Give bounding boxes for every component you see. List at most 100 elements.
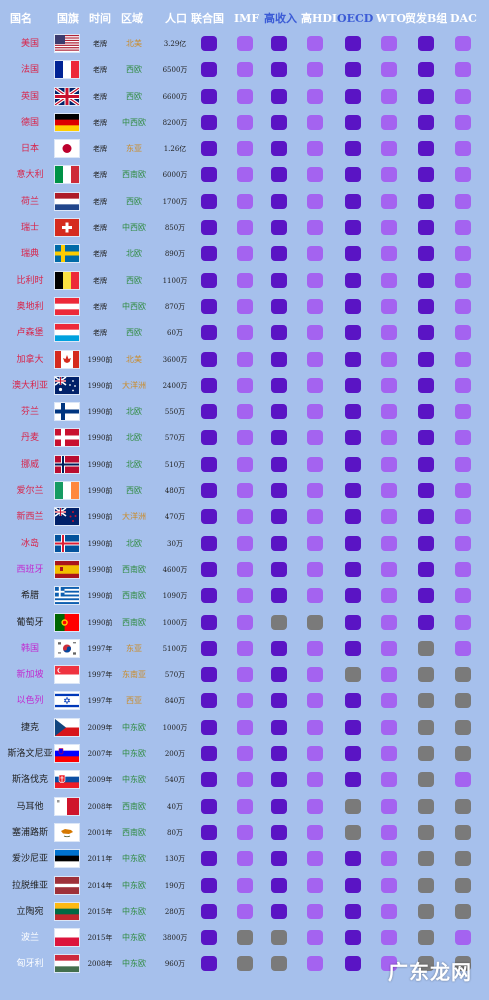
status-cell-oecd xyxy=(345,535,361,551)
status-cell-oecd xyxy=(345,141,361,157)
region: 中东欧 xyxy=(122,722,146,732)
header-flag: 国旗 xyxy=(57,12,79,25)
region: 中东欧 xyxy=(122,933,146,943)
status-cell-dac xyxy=(455,588,471,604)
header-wto: WTO xyxy=(376,12,407,25)
status-cell-dac xyxy=(455,246,471,262)
status-cell-wto xyxy=(381,456,397,472)
status-cell-wto xyxy=(381,903,397,919)
status-cell-high-income xyxy=(271,325,287,341)
population: 8200万 xyxy=(162,118,188,127)
table-row: 挪威 1990前 北欧 510万 xyxy=(0,453,489,479)
table-row: 拉脱维亚 2014年 中东欧 190万 xyxy=(0,874,489,900)
region: 中西欧 xyxy=(122,117,146,127)
status-cell-oecd xyxy=(345,719,361,735)
status-cell-high-hdi xyxy=(307,298,323,314)
header-un: 联合国 xyxy=(191,12,224,25)
status-cell-wto xyxy=(381,325,397,341)
flag-be-icon xyxy=(55,271,79,289)
status-cell-oecd xyxy=(345,561,361,577)
status-cell-imf xyxy=(237,719,253,735)
join-time: 2008年 xyxy=(87,960,113,969)
status-cell-unctad-b xyxy=(418,930,434,946)
status-cell-high-hdi xyxy=(307,430,323,446)
population: 3.29亿 xyxy=(163,40,187,48)
region: 中西欧 xyxy=(122,301,146,311)
join-time: 老牌 xyxy=(93,40,107,48)
status-cell-oecd xyxy=(345,614,361,630)
status-cell-oecd xyxy=(345,220,361,236)
status-cell-dac xyxy=(455,640,471,656)
status-cell-un xyxy=(201,141,217,157)
status-cell-high-income xyxy=(271,404,287,420)
join-time: 1990前 xyxy=(87,355,113,364)
status-cell-high-income xyxy=(271,561,287,577)
header-region: 区域 xyxy=(121,12,143,25)
flag-kr-icon xyxy=(55,639,79,657)
region: 中东欧 xyxy=(122,906,146,916)
country-name: 英国 xyxy=(20,91,39,102)
status-cell-wto xyxy=(381,36,397,51)
status-cell-wto xyxy=(381,535,397,551)
status-cell-high-hdi xyxy=(307,824,323,840)
country-name: 澳大利亚 xyxy=(11,380,48,391)
status-cell-imf xyxy=(237,167,253,183)
status-cell-un xyxy=(201,667,217,683)
status-cell-imf xyxy=(237,404,253,420)
join-time: 1990前 xyxy=(87,592,113,601)
status-cell-unctad-b xyxy=(418,877,434,893)
flag-it-icon xyxy=(55,166,79,184)
country-name: 芬兰 xyxy=(20,407,39,418)
status-cell-high-income xyxy=(271,298,287,314)
join-time: 2001年 xyxy=(87,828,113,837)
status-cell-un xyxy=(201,220,217,236)
status-cell-wto xyxy=(381,141,397,157)
status-cell-high-hdi xyxy=(307,141,323,157)
country-name: 比利时 xyxy=(16,275,44,286)
flag-ie-icon xyxy=(55,482,79,500)
status-cell-dac xyxy=(455,667,471,683)
status-cell-dac xyxy=(455,167,471,183)
status-cell-dac xyxy=(455,693,471,709)
status-cell-oecd xyxy=(345,693,361,709)
join-time: 1990前 xyxy=(87,408,113,417)
country-name: 塞浦路斯 xyxy=(11,827,48,838)
country-name: 韩国 xyxy=(20,643,39,654)
status-cell-oecd xyxy=(345,640,361,656)
status-cell-oecd xyxy=(345,798,361,814)
status-cell-unctad-b xyxy=(418,561,434,577)
population: 480万 xyxy=(164,487,186,496)
status-cell-imf xyxy=(237,588,253,604)
country-name: 冰岛 xyxy=(20,538,39,549)
status-cell-high-income xyxy=(271,456,287,472)
status-cell-high-hdi xyxy=(307,877,323,893)
status-cell-imf xyxy=(237,535,253,551)
header-oecd: OECD xyxy=(337,12,374,25)
country-name: 斯洛文尼亚 xyxy=(7,749,53,760)
country-name: 瑞士 xyxy=(20,223,39,234)
status-cell-high-hdi xyxy=(307,614,323,630)
country-name: 德国 xyxy=(20,117,39,128)
status-cell-wto xyxy=(381,62,397,78)
population: 870万 xyxy=(164,302,186,311)
population: 3600万 xyxy=(162,355,188,364)
status-cell-imf xyxy=(237,930,253,946)
population: 60万 xyxy=(167,329,183,338)
status-cell-high-hdi xyxy=(307,377,323,393)
status-cell-high-hdi xyxy=(307,88,323,104)
status-cell-oecd xyxy=(345,88,361,104)
region: 北欧 xyxy=(126,538,142,548)
status-cell-oecd xyxy=(345,824,361,840)
status-cell-wto xyxy=(381,588,397,604)
status-cell-un xyxy=(201,588,217,604)
header-country: 国名 xyxy=(10,12,32,25)
status-cell-wto xyxy=(381,956,397,972)
status-cell-imf xyxy=(237,88,253,104)
status-cell-wto xyxy=(381,377,397,393)
status-cell-dac xyxy=(455,614,471,630)
status-cell-wto xyxy=(381,693,397,709)
header-imf: IMF xyxy=(234,12,260,25)
status-cell-wto xyxy=(381,614,397,630)
status-cell-unctad-b xyxy=(418,114,434,130)
country-name: 斯洛伐克 xyxy=(11,775,48,786)
